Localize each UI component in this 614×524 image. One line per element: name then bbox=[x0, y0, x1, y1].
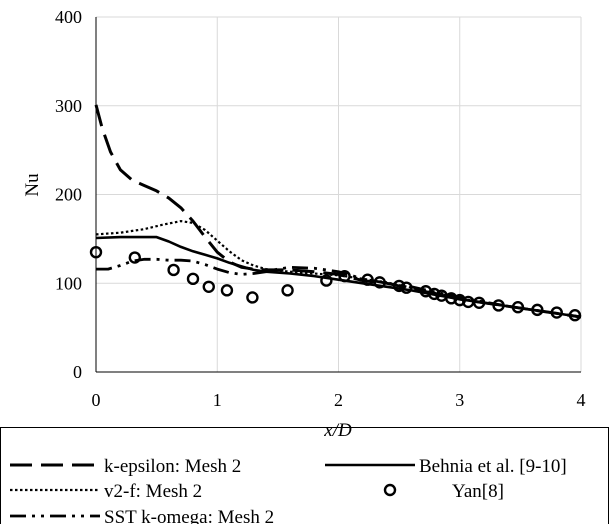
data-point bbox=[202, 280, 215, 293]
data-point bbox=[373, 276, 386, 289]
y-tick-label: 0 bbox=[73, 362, 82, 382]
data-point bbox=[128, 251, 142, 264]
data-point bbox=[400, 281, 413, 294]
data-point bbox=[550, 306, 563, 319]
data-point bbox=[361, 273, 374, 286]
data-point bbox=[492, 299, 505, 312]
data-point bbox=[511, 301, 525, 314]
chart-axes bbox=[95, 17, 581, 373]
x-tick-label: 4 bbox=[577, 390, 586, 410]
data-point bbox=[392, 279, 406, 293]
y-tick-label: 200 bbox=[55, 185, 82, 205]
chart-legend bbox=[0, 427, 609, 524]
data-point bbox=[281, 284, 294, 297]
x-tick-label: 3 bbox=[455, 390, 464, 410]
data-point bbox=[338, 269, 351, 283]
y-tick-label: 400 bbox=[55, 7, 82, 27]
y-tick-label: 300 bbox=[55, 96, 82, 116]
data-point bbox=[531, 303, 544, 317]
chart-grid bbox=[96, 16, 582, 372]
x-axis-label: x/D bbox=[323, 420, 352, 441]
x-tick-label: 0 bbox=[92, 390, 101, 410]
x-tick-label: 2 bbox=[334, 390, 343, 410]
data-point bbox=[167, 263, 180, 277]
series-line bbox=[94, 104, 582, 319]
data-point bbox=[472, 296, 486, 309]
data-point bbox=[428, 287, 441, 301]
chart-series bbox=[89, 104, 582, 322]
data-point bbox=[320, 274, 333, 287]
y-axis-label: Nu bbox=[22, 173, 43, 197]
x-tick-label: 1 bbox=[213, 390, 222, 410]
y-tick-label: 100 bbox=[55, 273, 82, 293]
data-point bbox=[246, 291, 259, 304]
data-point bbox=[89, 245, 103, 259]
data-point bbox=[186, 272, 200, 286]
chart-ticks: 0 100 200 300 400 0 1 2 3 4 bbox=[55, 7, 586, 410]
series-line bbox=[95, 235, 582, 319]
data-point bbox=[445, 292, 458, 305]
data-point bbox=[453, 293, 466, 307]
data-point bbox=[220, 284, 234, 297]
data-point bbox=[568, 309, 582, 322]
